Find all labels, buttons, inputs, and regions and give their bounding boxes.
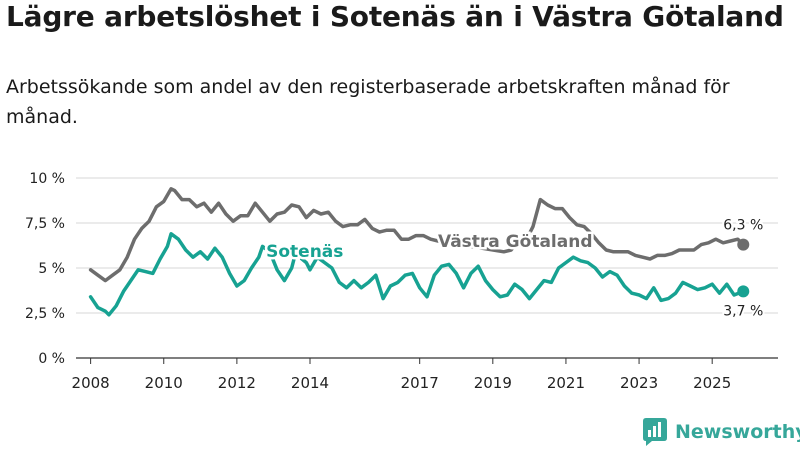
series-label-sotenas: Sotenäs <box>266 242 343 262</box>
x-tick-label: 2008 <box>72 374 110 392</box>
x-tick-label: 2023 <box>620 374 658 392</box>
y-tick-label: 10 % <box>29 171 65 187</box>
series-endpoint-sotenas <box>737 285 750 298</box>
y-tick-label: 5 % <box>38 261 65 277</box>
x-tick-label: 2025 <box>693 374 731 392</box>
newsworthy-brand[interactable]: Newsworthy <box>643 418 800 446</box>
chart-subtitle: Arbetssökande som andel av den registerb… <box>6 76 730 128</box>
series-line-sotenas <box>88 232 746 317</box>
x-tick-label: 2014 <box>291 374 329 392</box>
y-tick-label: 0 % <box>38 351 65 367</box>
x-tick-label: 2012 <box>218 374 256 392</box>
y-tick-label: 2,5 % <box>25 306 65 322</box>
end-value-label-sotenas: 3,7 % <box>723 303 763 319</box>
x-tick-label: 2017 <box>401 374 439 392</box>
end-value-label-vastra-gotaland: 6,3 % <box>723 218 763 234</box>
x-tick-label: 2021 <box>547 374 585 392</box>
axes: 0 % 2,5 % 5 % 7,5 % 10 % 2008 2010 2012 2014 2017… <box>25 171 731 392</box>
y-tick-label: 7,5 % <box>25 216 65 232</box>
brand-name: Newsworthy <box>675 421 800 443</box>
newsworthy-logo-icon <box>643 418 667 446</box>
series-labels: Västra Götaland 6,3 % Sotenäs 3,7 % <box>264 216 766 322</box>
series-label-vastra-gotaland: Västra Götaland <box>438 232 593 252</box>
series-line-vastra-gotaland <box>88 187 746 283</box>
series-lines <box>88 187 750 317</box>
x-tick-label: 2019 <box>474 374 512 392</box>
gridlines <box>76 177 778 359</box>
chart-title: Lägre arbetslöshet i Sotenäs än i Västra… <box>6 0 784 33</box>
series-endpoint-vastra-gotaland <box>737 238 750 251</box>
x-tick-label: 2010 <box>145 374 183 392</box>
